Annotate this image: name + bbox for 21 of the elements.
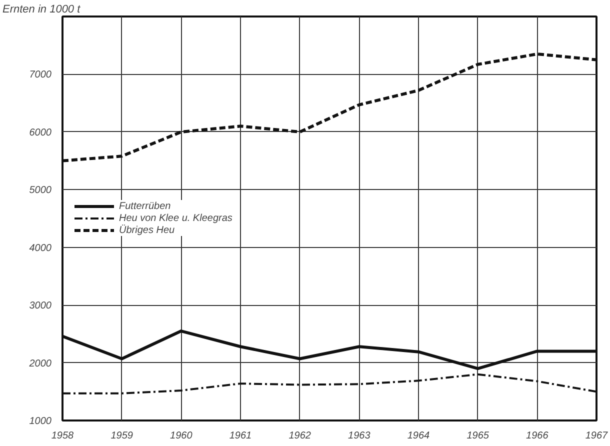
x-tick-label: 1962 <box>288 430 312 442</box>
x-tick-label: 1964 <box>407 430 430 442</box>
x-tick-label: 1961 <box>229 430 252 442</box>
y-tick-label: 4000 <box>29 242 52 254</box>
x-tick-label: 1967 <box>585 430 608 442</box>
y-tick-label: 5000 <box>29 185 52 196</box>
y-tick-label: 2000 <box>28 358 52 370</box>
x-tick-label: 1959 <box>110 430 134 442</box>
y-tick-label: 3000 <box>29 300 52 312</box>
y-tick-label: 7000 <box>29 70 52 81</box>
y-axis-title: Ernten in 1000 t <box>2 4 82 16</box>
legend-label: Heu von Klee u. Kleegras <box>119 212 232 224</box>
x-tick-label: 1965 <box>466 430 490 442</box>
x-tick-label: 1960 <box>170 430 193 442</box>
legend-label: Futterrüben <box>119 200 171 212</box>
legend-label: Übriges Heu <box>119 224 175 236</box>
x-tick-label: 1966 <box>526 430 549 442</box>
y-tick-label: 1000 <box>29 416 52 427</box>
x-tick-label: 1963 <box>348 430 371 442</box>
x-tick-label: 1958 <box>51 430 74 442</box>
y-tick-label: 6000 <box>29 127 52 138</box>
